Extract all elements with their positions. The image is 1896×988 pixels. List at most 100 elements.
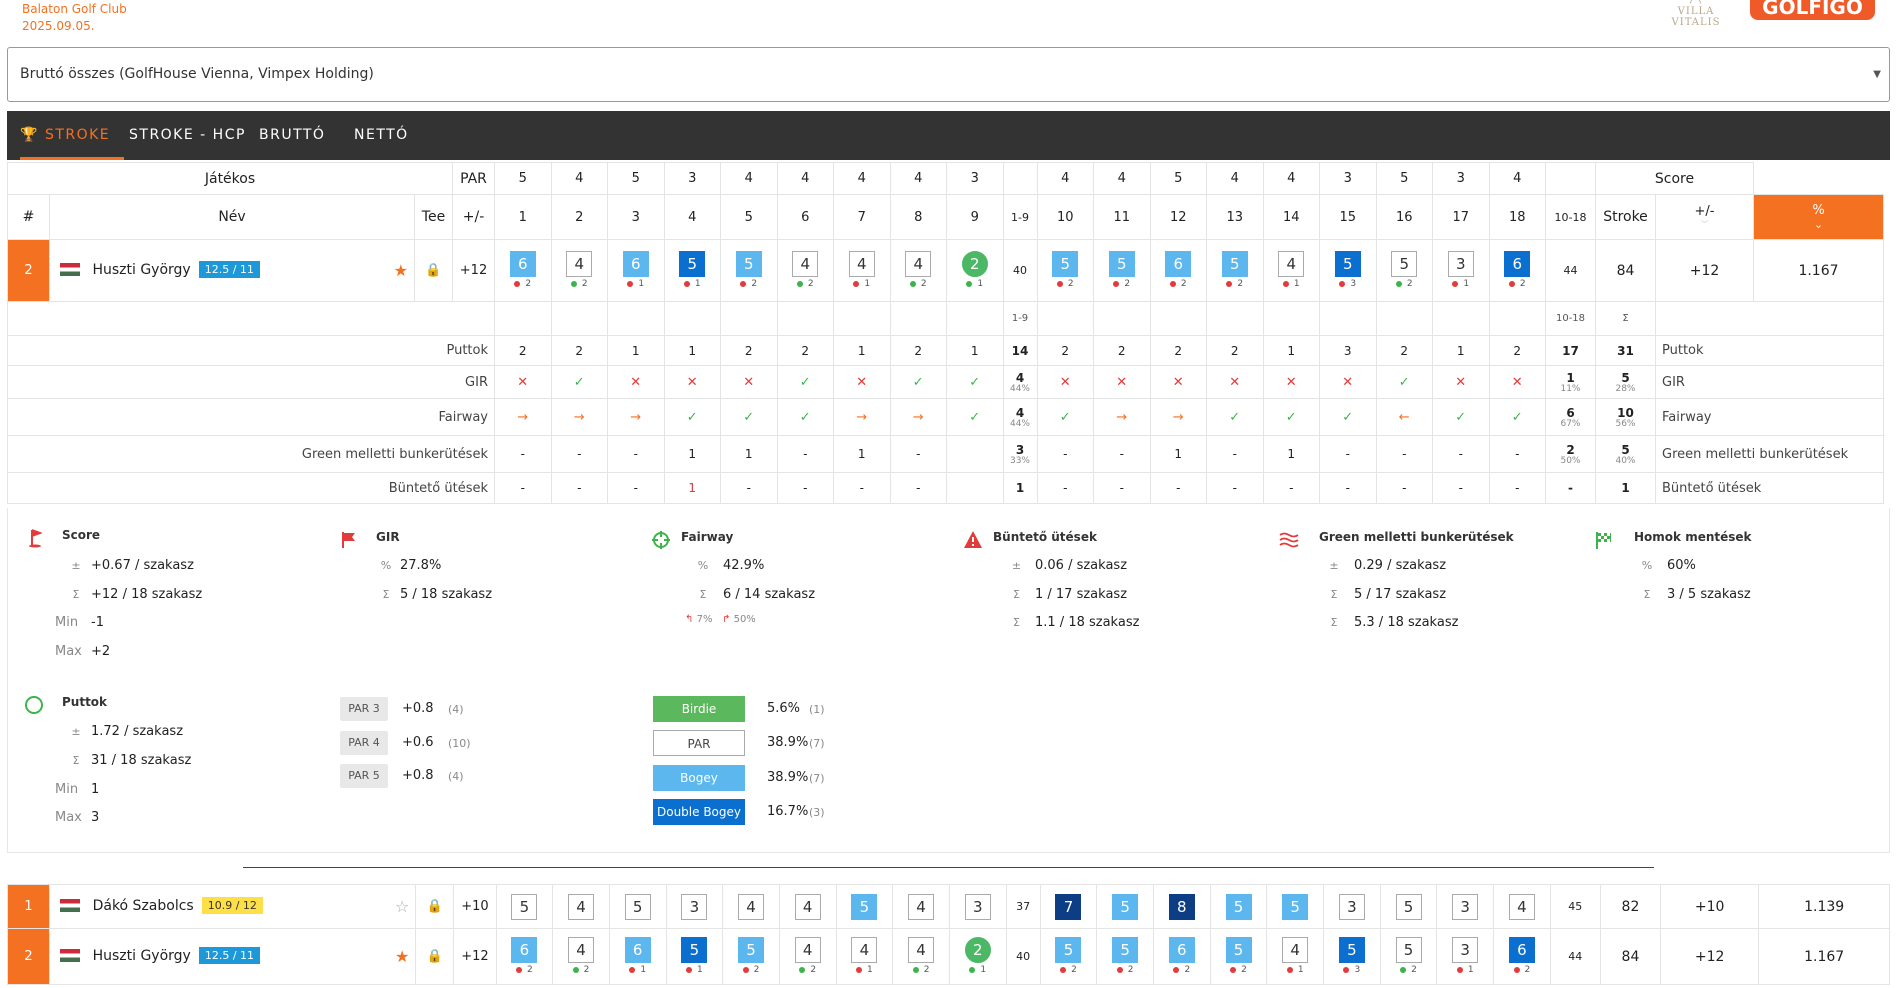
score-box[interactable]: 4 [738,893,765,920]
putt-count: 3 [1354,965,1361,975]
score-box[interactable]: 3 [1452,937,1479,963]
score-box[interactable]: 3 [964,893,991,920]
front-pct: 33% [1009,455,1030,466]
score-box[interactable]: 3 [1338,893,1365,920]
score-box[interactable]: 5 [1334,251,1361,277]
score-box[interactable]: 5 [1052,251,1079,277]
score-box[interactable]: 5 [735,251,762,277]
stat-mark-icon: ✕ [686,374,698,390]
score-box[interactable]: 4 [792,251,819,277]
putt-dot-icon [856,966,863,973]
sort-pm[interactable]: +/- ﹀ [1655,194,1754,240]
score-box[interactable]: 7 [1055,893,1082,920]
stat-value: - [859,481,864,495]
par-value: 3 [688,171,697,186]
golfigo-logo[interactable]: GOLFIGO [1750,0,1875,20]
score-box[interactable]: 5 [511,893,538,920]
tab-stroke[interactable]: 🏆 Stroke [20,111,125,160]
sort-percent[interactable]: % ⌄ [1753,194,1884,240]
par-header: PAR [460,170,487,187]
total-pct: 28% [1615,383,1636,394]
score-box[interactable]: 4 [908,893,935,920]
front-nine-cell: 37 [1005,884,1041,929]
score-box[interactable]: 5 [738,937,765,963]
score-box[interactable]: 4 [905,251,932,277]
player-row[interactable]: 1 Dákó Szabolcs 10.9 / 12 ☆ 🔒 +10 5 4 5 3 4 4 5 4 3 37… [6,884,1890,929]
total-sum: 5 [1621,442,1630,457]
score-box[interactable]: 4 [908,937,935,963]
score-box[interactable]: 6 [622,251,649,277]
score-box[interactable]: 5 [1282,893,1309,920]
score-box[interactable]: 5 [1221,251,1248,277]
score-box[interactable]: 4 [1278,251,1305,277]
stat-mark-icon: → [856,409,868,425]
putt-dot-icon [1230,966,1237,973]
player-name-cell: Dákó Szabolcs 10.9 / 12 ☆ [49,884,417,929]
score-box[interactable]: 4 [848,251,875,277]
player-row[interactable]: 2 Huszti György 12.5 / 11 ★ 🔒 +12 6 2 4 2 6 1 5 1 5 2 4… [6,928,1890,985]
score-box[interactable]: 5 [1395,937,1422,963]
score-box[interactable]: 6 [1168,937,1195,963]
score-box[interactable]: 5 [1112,937,1139,963]
score-box[interactable]: 4 [1508,893,1535,920]
tab-netto[interactable]: Nettó [354,127,409,143]
score-box[interactable]: 5 [1225,893,1252,920]
score-box[interactable]: 3 [681,893,708,920]
par-value: 5 [1174,171,1183,186]
score-box[interactable]: 3 [1452,893,1479,920]
score-box[interactable]: 4 [794,937,821,963]
score-box[interactable]: 5 [679,251,706,277]
stat-value: - [577,481,582,495]
score-box[interactable]: 6 [1504,251,1531,277]
competition-select[interactable]: Bruttó összes (GolfHouse Vienna, Vimpex … [7,47,1890,102]
score-box[interactable]: 4 [568,937,595,963]
score-box[interactable]: 6 [1165,251,1192,277]
stat-value: 2 [1117,343,1126,358]
score-box[interactable]: 5 [1338,937,1365,963]
tab-brutto[interactable]: Bruttó [259,127,326,143]
score-box[interactable]: 4 [794,893,821,920]
putt-dot-icon [570,280,577,287]
score-box[interactable]: 3 [1447,251,1474,277]
score-box[interactable]: 5 [681,937,708,963]
score-box[interactable]: 6 [509,251,536,277]
score-box[interactable]: 6 [511,937,538,963]
stat-mark-icon: → [573,409,585,425]
score-box[interactable]: 5 [1055,937,1082,963]
score-box[interactable]: 4 [566,251,593,277]
favorite-star-icon[interactable]: ★ [393,261,408,280]
tab-stroke-hcp[interactable]: Stroke - HCP [129,127,246,143]
back-nine-total: 45 [1568,900,1583,913]
hole-score-cell: 3 [948,884,1007,929]
score-plus-minus: +12 [1694,948,1725,965]
score-box[interactable]: 4 [568,893,595,920]
favorite-star-icon[interactable]: ☆ [394,897,410,916]
putt-dot-icon [1113,280,1120,287]
score-box[interactable]: 5 [851,893,878,920]
back-pct: 50% [1560,455,1581,466]
score-box[interactable]: 2 [961,251,988,277]
lock-icon[interactable]: 🔒 [426,899,443,914]
putt-count: 2 [751,279,758,289]
score-box[interactable]: 5 [1391,251,1418,277]
score-box[interactable]: 2 [964,937,991,963]
score-box[interactable]: 4 [851,937,878,963]
score-box[interactable]: 6 [624,937,651,963]
score-box[interactable]: 5 [1108,251,1135,277]
front-nine-cell: 40 [1002,239,1038,302]
score-box[interactable]: 5 [1225,937,1252,963]
lock-icon[interactable]: 🔒 [426,949,443,964]
score-box[interactable]: 4 [1282,937,1309,963]
putt-count: 1 [638,279,645,289]
score-box[interactable]: 6 [1508,937,1535,963]
lock-icon[interactable]: 🔒 [425,263,442,278]
player-row[interactable]: 2 Huszti György 12.5 / 11 ★ 🔒 +12 6 2 4 2 6 1 5 1 5 2 4… [7,239,1890,302]
score-box[interactable]: 5 [1112,893,1139,920]
score-box[interactable]: 8 [1168,893,1195,920]
favorite-star-icon[interactable]: ★ [394,947,410,966]
score-box[interactable]: 5 [624,893,651,920]
score-box[interactable]: 5 [1395,893,1422,920]
